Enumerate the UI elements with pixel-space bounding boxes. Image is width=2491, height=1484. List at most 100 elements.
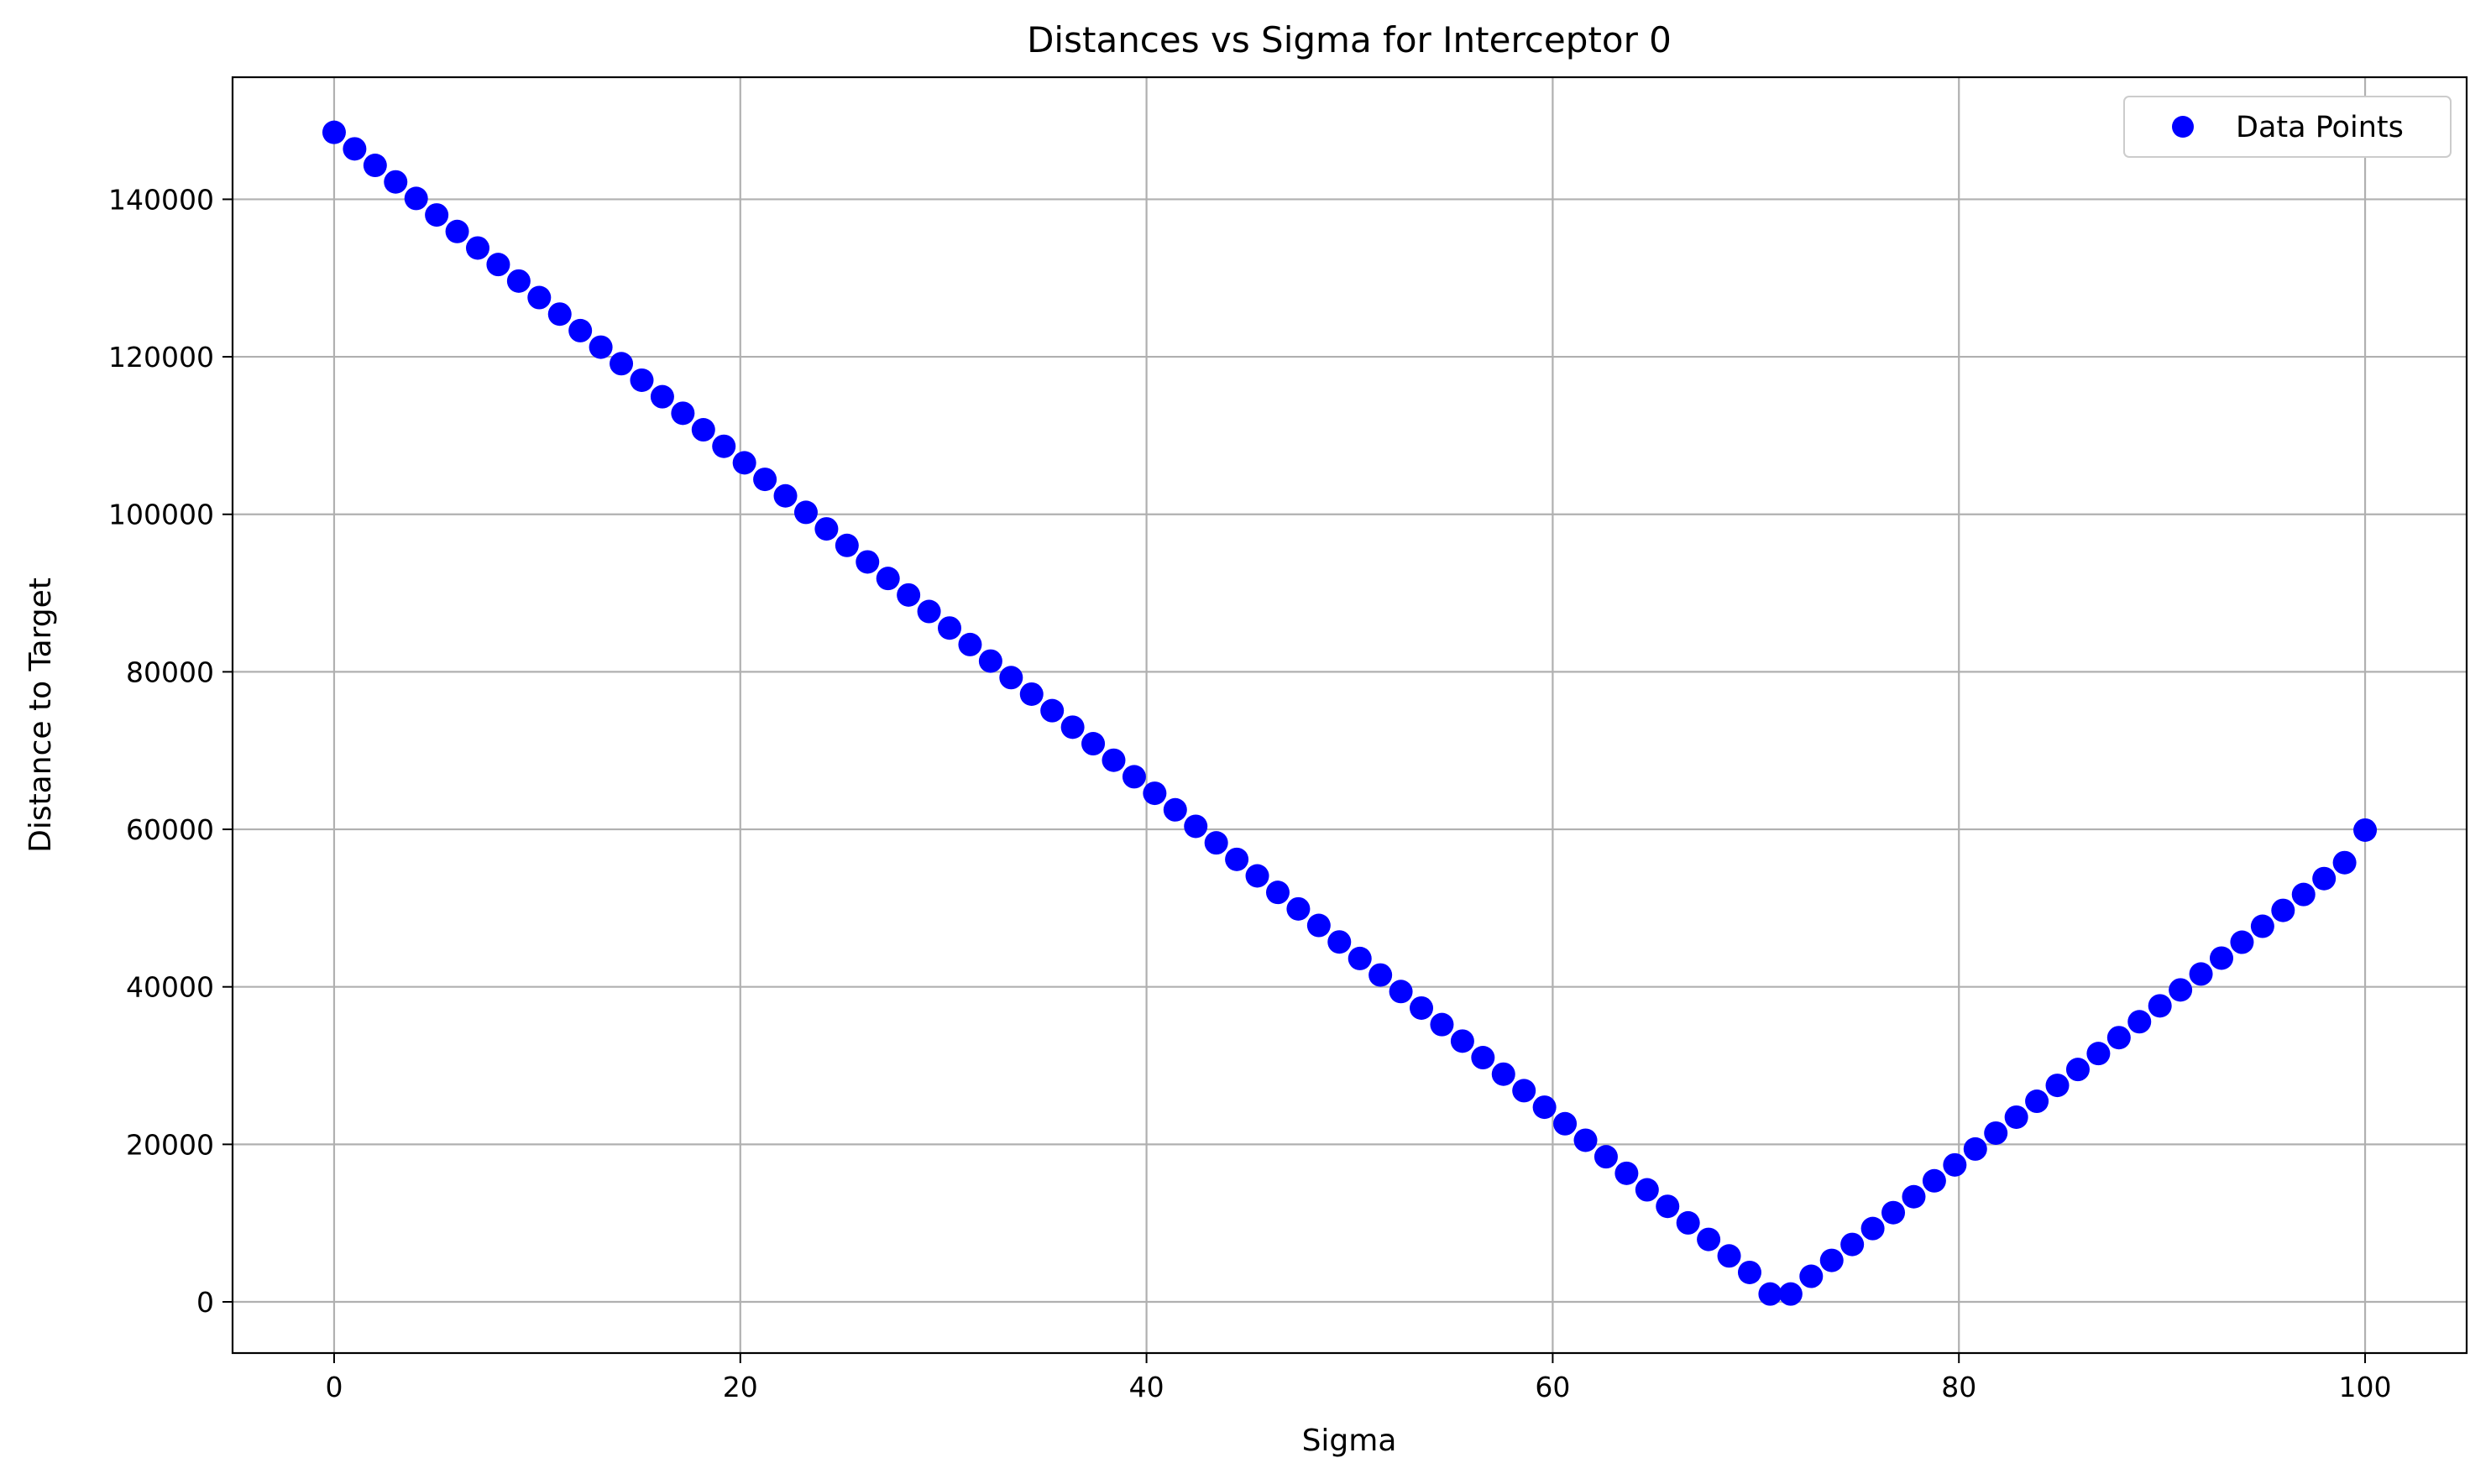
data-point bbox=[1819, 1248, 1844, 1272]
legend-frame bbox=[2123, 96, 2452, 158]
y-tick-label: 60000 bbox=[126, 813, 214, 846]
data-point bbox=[2312, 866, 2337, 891]
data-point bbox=[835, 533, 859, 557]
data-point bbox=[547, 302, 572, 327]
x-tick-label: 100 bbox=[2339, 1371, 2392, 1403]
data-point bbox=[1327, 930, 1352, 954]
data-point bbox=[1573, 1128, 1598, 1152]
data-point bbox=[978, 649, 1002, 673]
data-point bbox=[1450, 1029, 1474, 1053]
x-tick-label: 60 bbox=[1535, 1371, 1570, 1403]
data-point bbox=[1717, 1244, 1741, 1268]
data-point bbox=[1163, 797, 1187, 822]
data-point bbox=[610, 352, 634, 376]
data-point bbox=[363, 154, 387, 178]
y-tick-label: 140000 bbox=[108, 183, 214, 216]
y-tick-label: 0 bbox=[196, 1286, 214, 1319]
data-point bbox=[1019, 682, 1044, 706]
data-point bbox=[2106, 1026, 2131, 1050]
grid-lines bbox=[233, 77, 2467, 1353]
data-points bbox=[322, 120, 2378, 1306]
data-point bbox=[1594, 1145, 1618, 1169]
data-point bbox=[1984, 1121, 2008, 1145]
y-axis-ticks: 0 20000 40000 60000 80000 100000 120000 140000 bbox=[108, 183, 233, 1319]
data-point bbox=[445, 219, 469, 243]
x-tick-label: 20 bbox=[723, 1371, 758, 1403]
legend-entry-data-points: Data Points bbox=[2236, 111, 2404, 144]
x-tick-label: 80 bbox=[1941, 1371, 1976, 1403]
data-point bbox=[1060, 715, 1085, 739]
data-point bbox=[1881, 1200, 1906, 1225]
data-point bbox=[917, 599, 941, 624]
data-point bbox=[1245, 864, 1269, 888]
data-point bbox=[1553, 1111, 1578, 1136]
data-point bbox=[1081, 732, 1106, 756]
data-point bbox=[1840, 1232, 1865, 1257]
y-axis-label: Distance to Target bbox=[24, 577, 58, 853]
data-point bbox=[630, 368, 654, 392]
data-point bbox=[1184, 814, 1208, 839]
data-point bbox=[671, 401, 695, 426]
chart-title: Distances vs Sigma for Interceptor 0 bbox=[1027, 19, 1672, 60]
data-point bbox=[793, 500, 818, 525]
data-point bbox=[1922, 1168, 1946, 1193]
data-point bbox=[2045, 1074, 2070, 1098]
data-point bbox=[568, 318, 593, 342]
data-point bbox=[343, 137, 367, 161]
data-point bbox=[1204, 831, 1228, 855]
data-point bbox=[1943, 1152, 1967, 1177]
data-point bbox=[876, 567, 900, 591]
y-tick-label: 100000 bbox=[108, 499, 214, 531]
legend-marker bbox=[2172, 116, 2194, 138]
data-point bbox=[1614, 1161, 1639, 1185]
data-point bbox=[2065, 1058, 2090, 1082]
data-point bbox=[1102, 748, 1126, 772]
data-point bbox=[1471, 1046, 1495, 1070]
x-axis-label: Sigma bbox=[1302, 1424, 1397, 1458]
data-point bbox=[732, 451, 756, 475]
data-point bbox=[384, 170, 408, 194]
data-point bbox=[691, 418, 715, 442]
data-point bbox=[1635, 1178, 1659, 1202]
data-point bbox=[1306, 913, 1331, 938]
data-point bbox=[2169, 978, 2193, 1002]
data-point bbox=[2230, 930, 2254, 954]
data-point bbox=[1512, 1079, 1536, 1103]
x-tick-label: 40 bbox=[1129, 1371, 1164, 1403]
data-point bbox=[650, 384, 674, 409]
legend: Data Points bbox=[2123, 96, 2452, 158]
data-point bbox=[856, 550, 880, 574]
data-point bbox=[712, 434, 736, 458]
data-point bbox=[2250, 914, 2274, 938]
data-point bbox=[2271, 898, 2295, 922]
data-point bbox=[2291, 882, 2316, 907]
data-point bbox=[1410, 995, 1434, 1020]
data-point bbox=[773, 483, 798, 508]
data-point bbox=[1778, 1282, 1803, 1306]
plot-frame bbox=[231, 76, 2468, 1355]
data-point bbox=[1389, 980, 1413, 1004]
data-point bbox=[589, 335, 613, 359]
data-point bbox=[938, 616, 962, 640]
data-point bbox=[1143, 781, 1167, 806]
y-tick-label: 120000 bbox=[108, 341, 214, 374]
data-point bbox=[2353, 818, 2378, 842]
data-point bbox=[1656, 1194, 1680, 1219]
data-point bbox=[1902, 1184, 1926, 1209]
data-point bbox=[2004, 1105, 2028, 1129]
data-point bbox=[1532, 1095, 1557, 1120]
data-point bbox=[322, 120, 346, 144]
data-point bbox=[404, 186, 428, 211]
data-point bbox=[958, 632, 982, 656]
data-point bbox=[1348, 946, 1372, 970]
data-point bbox=[1676, 1210, 1700, 1235]
data-point bbox=[425, 203, 449, 227]
data-point bbox=[897, 583, 921, 607]
data-point bbox=[1265, 880, 1290, 905]
x-axis-ticks: 0 20 40 60 80 100 bbox=[325, 1353, 2392, 1403]
data-point bbox=[486, 253, 510, 277]
data-point bbox=[2127, 1010, 2152, 1034]
data-point bbox=[2332, 850, 2357, 875]
